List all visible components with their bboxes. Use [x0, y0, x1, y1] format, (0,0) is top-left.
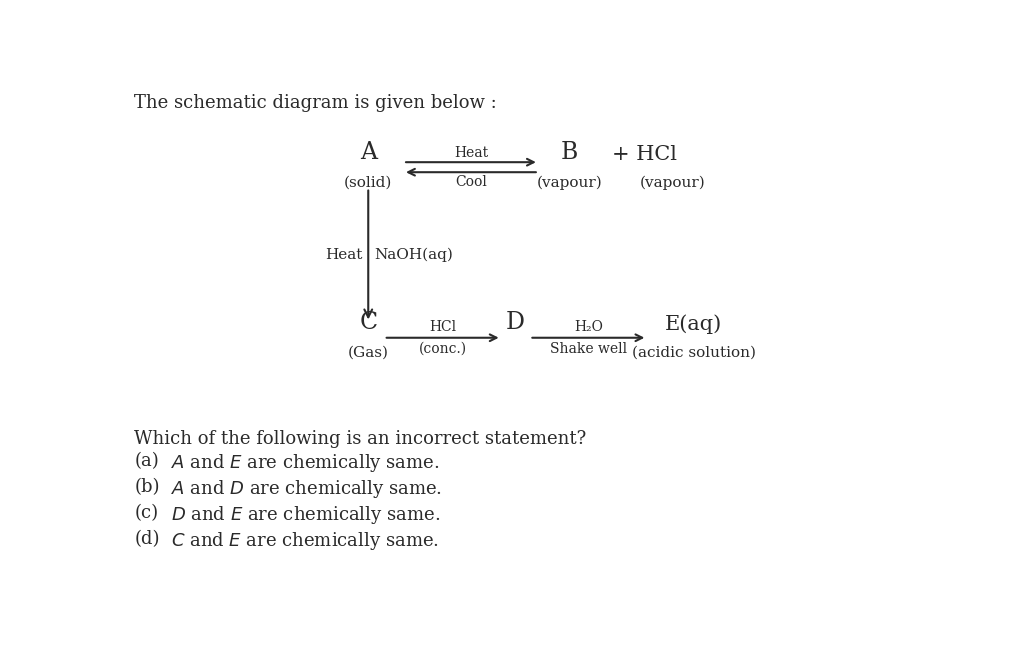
- Text: Heat: Heat: [325, 248, 362, 262]
- Text: $C$ and $E$ are chemically same.: $C$ and $E$ are chemically same.: [171, 530, 438, 552]
- Text: A: A: [359, 142, 377, 164]
- Text: H₂O: H₂O: [573, 320, 603, 334]
- Text: $A$ and $E$ are chemically same.: $A$ and $E$ are chemically same.: [171, 452, 439, 473]
- Text: (vapour): (vapour): [537, 176, 603, 190]
- Text: D: D: [506, 311, 525, 334]
- Text: HCl: HCl: [429, 320, 457, 334]
- Text: Cool: Cool: [455, 174, 486, 188]
- Text: The schematic diagram is given below :: The schematic diagram is given below :: [134, 94, 497, 112]
- Text: Which of the following is an incorrect statement?: Which of the following is an incorrect s…: [134, 430, 587, 448]
- Text: (c): (c): [134, 504, 159, 522]
- Text: E(aq): E(aq): [666, 315, 722, 334]
- Text: C: C: [359, 311, 377, 334]
- Text: NaOH(aq): NaOH(aq): [375, 248, 454, 262]
- Text: B: B: [561, 142, 579, 164]
- Text: (acidic solution): (acidic solution): [632, 345, 756, 360]
- Text: (b): (b): [134, 478, 160, 496]
- Text: Heat: Heat: [454, 146, 488, 160]
- Text: (solid): (solid): [344, 176, 392, 190]
- Text: (Gas): (Gas): [348, 345, 389, 360]
- Text: (a): (a): [134, 452, 159, 469]
- Text: $D$ and $E$ are chemically same.: $D$ and $E$ are chemically same.: [171, 504, 439, 526]
- Text: $A$ and $D$ are chemically same.: $A$ and $D$ are chemically same.: [171, 478, 441, 500]
- Text: (d): (d): [134, 530, 160, 548]
- Text: (conc.): (conc.): [419, 342, 467, 356]
- Text: (vapour): (vapour): [640, 176, 706, 190]
- Text: + HCl: + HCl: [612, 146, 677, 164]
- Text: Shake well: Shake well: [550, 342, 627, 356]
